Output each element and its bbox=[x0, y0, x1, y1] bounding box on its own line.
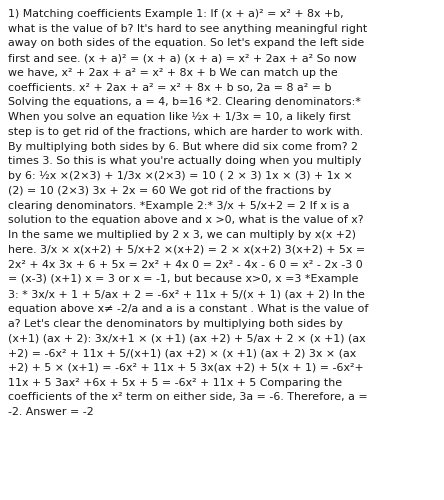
Text: 11x + 5 3ax² +6x + 5x + 5 = -6x² + 11x + 5 Comparing the: 11x + 5 3ax² +6x + 5x + 5 = -6x² + 11x +… bbox=[8, 378, 342, 388]
Text: +2) = -6x² + 11x + 5/(x+1) (ax +2) × (x +1) (ax + 2) 3x × (ax: +2) = -6x² + 11x + 5/(x+1) (ax +2) × (x … bbox=[8, 348, 356, 358]
Text: by 6: ½x ×(2×3) + 1/3x ×(2×3) = 10 ( 2 × 3) 1x × (3) + 1x ×: by 6: ½x ×(2×3) + 1/3x ×(2×3) = 10 ( 2 ×… bbox=[8, 171, 353, 181]
Text: Solving the equations, a = 4, b=16 *2. Clearing denominators:*: Solving the equations, a = 4, b=16 *2. C… bbox=[8, 98, 361, 108]
Text: away on both sides of the equation. So let's expand the left side: away on both sides of the equation. So l… bbox=[8, 38, 364, 48]
Text: a? Let's clear the denominators by multiplying both sides by: a? Let's clear the denominators by multi… bbox=[8, 318, 343, 328]
Text: 3: * 3x/x + 1 + 5/ax + 2 = -6x² + 11x + 5/(x + 1) (ax + 2) In the: 3: * 3x/x + 1 + 5/ax + 2 = -6x² + 11x + … bbox=[8, 289, 365, 299]
Text: When you solve an equation like ½x + 1/3x = 10, a likely first: When you solve an equation like ½x + 1/3… bbox=[8, 112, 351, 122]
Text: here. 3/x × x(x+2) + 5/x+2 ×(x+2) = 2 × x(x+2) 3(x+2) + 5x =: here. 3/x × x(x+2) + 5/x+2 ×(x+2) = 2 × … bbox=[8, 245, 365, 255]
Text: In the same we multiplied by 2 x 3, we can multiply by x(x +2): In the same we multiplied by 2 x 3, we c… bbox=[8, 230, 356, 240]
Text: (x+1) (ax + 2): 3x/x+1 × (x +1) (ax +2) + 5/ax + 2 × (x +1) (ax: (x+1) (ax + 2): 3x/x+1 × (x +1) (ax +2) … bbox=[8, 334, 365, 344]
Text: clearing denominators. *Example 2:* 3/x + 5/x+2 = 2 If x is a: clearing denominators. *Example 2:* 3/x … bbox=[8, 200, 349, 210]
Text: +2) + 5 × (x+1) = -6x² + 11x + 5 3x(ax +2) + 5(x + 1) = -6x²+: +2) + 5 × (x+1) = -6x² + 11x + 5 3x(ax +… bbox=[8, 363, 364, 373]
Text: what is the value of b? It's hard to see anything meaningful right: what is the value of b? It's hard to see… bbox=[8, 24, 367, 34]
Text: -2. Answer = -2: -2. Answer = -2 bbox=[8, 407, 94, 417]
Text: equation above x≠ -2/a and a is a constant . What is the value of: equation above x≠ -2/a and a is a consta… bbox=[8, 304, 369, 314]
Text: 2x² + 4x 3x + 6 + 5x = 2x² + 4x 0 = 2x² - 4x - 6 0 = x² - 2x -3 0: 2x² + 4x 3x + 6 + 5x = 2x² + 4x 0 = 2x² … bbox=[8, 260, 363, 270]
Text: (2) = 10 (2×3) 3x + 2x = 60 We got rid of the fractions by: (2) = 10 (2×3) 3x + 2x = 60 We got rid o… bbox=[8, 186, 331, 196]
Text: = (x-3) (x+1) x = 3 or x = -1, but because x>0, x =3 *Example: = (x-3) (x+1) x = 3 or x = -1, but becau… bbox=[8, 274, 358, 284]
Text: coefficients. x² + 2ax + a² = x² + 8x + b so, 2a = 8 a² = b: coefficients. x² + 2ax + a² = x² + 8x + … bbox=[8, 82, 332, 92]
Text: step is to get rid of the fractions, which are harder to work with.: step is to get rid of the fractions, whi… bbox=[8, 127, 363, 137]
Text: first and see. (x + a)² = (x + a) (x + a) = x² + 2ax + a² So now: first and see. (x + a)² = (x + a) (x + a… bbox=[8, 53, 357, 63]
Text: 1) Matching coefficients Example 1: If (x + a)² = x² + 8x +b,: 1) Matching coefficients Example 1: If (… bbox=[8, 9, 344, 19]
Text: times 3. So this is what you're actually doing when you multiply: times 3. So this is what you're actually… bbox=[8, 156, 361, 166]
Text: By multiplying both sides by 6. But where did six come from? 2: By multiplying both sides by 6. But wher… bbox=[8, 142, 358, 152]
Text: solution to the equation above and x >0, what is the value of x?: solution to the equation above and x >0,… bbox=[8, 216, 364, 226]
Text: we have, x² + 2ax + a² = x² + 8x + b We can match up the: we have, x² + 2ax + a² = x² + 8x + b We … bbox=[8, 68, 338, 78]
Text: coefficients of the x² term on either side, 3a = -6. Therefore, a =: coefficients of the x² term on either si… bbox=[8, 392, 368, 402]
